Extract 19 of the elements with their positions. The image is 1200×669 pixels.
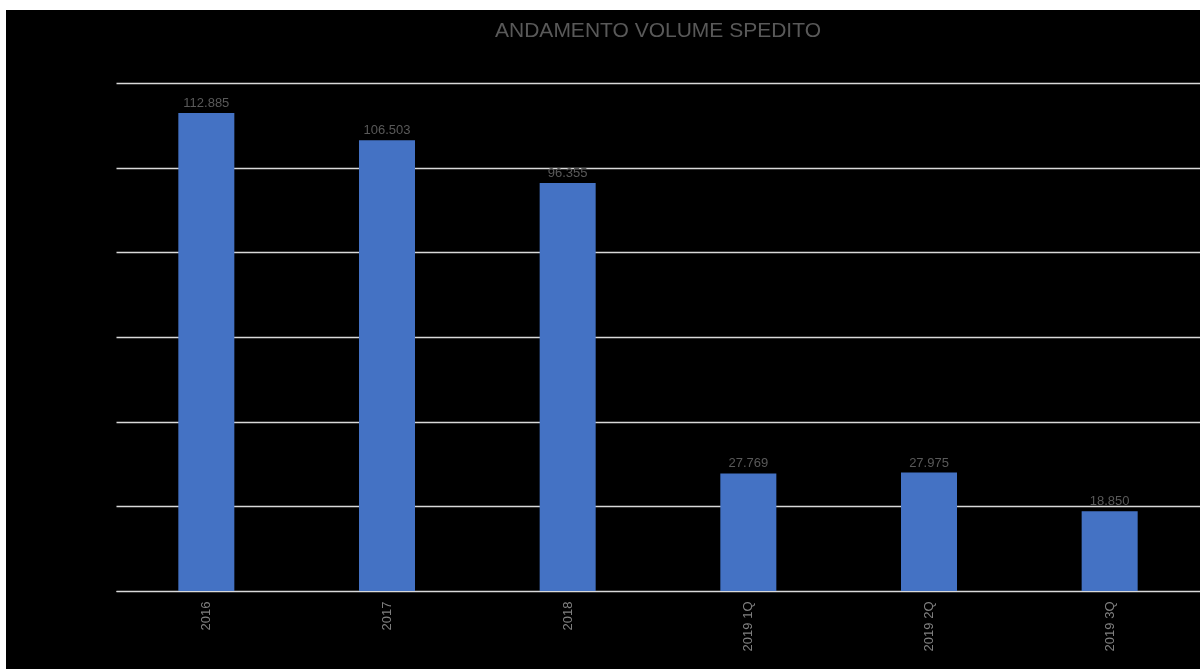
chart-title: ANDAMENTO VOLUME SPEDITO xyxy=(495,18,821,41)
data-label: 27.975 xyxy=(909,454,949,470)
x-tick-label: 2019 1Q xyxy=(740,601,756,652)
data-label: 96.355 xyxy=(547,165,588,181)
bar xyxy=(1081,511,1138,591)
data-label: 27.769 xyxy=(728,455,769,471)
bar xyxy=(539,183,596,591)
bar xyxy=(178,113,235,591)
bar xyxy=(359,140,415,591)
data-label: 112.885 xyxy=(183,95,230,111)
x-tick-label: 2018 xyxy=(559,601,575,631)
x-tick-label: 2019 3Q xyxy=(1101,601,1117,652)
data-label: 18.850 xyxy=(1089,493,1130,509)
x-tick-label: 2016 xyxy=(198,601,214,631)
bar xyxy=(901,472,957,591)
x-tick-label: 2019 2Q xyxy=(921,601,936,652)
data-label: 106.503 xyxy=(363,122,411,138)
x-tick-label: 2017 xyxy=(379,601,394,631)
bar xyxy=(720,473,777,591)
